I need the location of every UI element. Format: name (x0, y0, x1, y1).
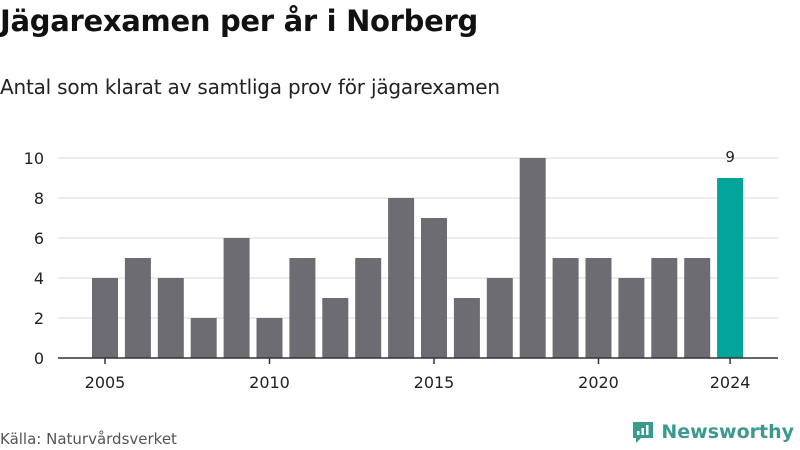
bar (453, 298, 480, 358)
bar (256, 318, 283, 358)
bar (421, 218, 447, 358)
bar (124, 258, 151, 358)
bar (519, 158, 546, 358)
x-tick-label: 2010 (249, 373, 290, 392)
source-note: Källa: Naturvårdsverket (0, 430, 177, 448)
bar (289, 258, 316, 358)
bar (684, 258, 711, 358)
bar (322, 298, 349, 358)
bar (585, 258, 612, 358)
x-tick-label: 2015 (414, 373, 455, 392)
bar (618, 278, 645, 358)
x-tick-label: 2005 (85, 373, 126, 392)
bar-chart: 9 0 2 4 6 8 10 2005 2010 2015 2020 2024 (24, 148, 778, 392)
bar (552, 258, 579, 358)
bar-highlight (717, 178, 744, 358)
bar (223, 238, 250, 358)
bars: 9 (92, 148, 744, 358)
bar (157, 278, 184, 358)
bar (190, 318, 217, 358)
bar (651, 258, 678, 358)
y-tick-label: 10 (24, 149, 44, 168)
chart-subtitle: Antal som klarat av samtliga prov för jä… (0, 75, 500, 99)
y-tick-label: 2 (34, 309, 44, 328)
brand-name: Newsworthy (661, 421, 794, 443)
bar (92, 278, 118, 358)
bar (486, 278, 513, 358)
bar (355, 258, 382, 358)
y-tick-label: 8 (34, 189, 44, 208)
data-label: 9 (725, 148, 735, 166)
y-tick-label: 0 (34, 349, 44, 368)
y-tick-label: 6 (34, 229, 44, 248)
chart-logo-icon (633, 422, 654, 443)
y-tick-label: 4 (34, 269, 44, 288)
brand-logo: Newsworthy (631, 420, 794, 444)
bar (388, 198, 415, 358)
chart-title: Jägarexamen per år i Norberg (0, 4, 478, 38)
x-tick-label: 2024 (710, 373, 751, 392)
axes: 0 2 4 6 8 10 2005 2010 2015 2020 2024 (24, 149, 778, 392)
x-tick-label: 2020 (578, 373, 619, 392)
